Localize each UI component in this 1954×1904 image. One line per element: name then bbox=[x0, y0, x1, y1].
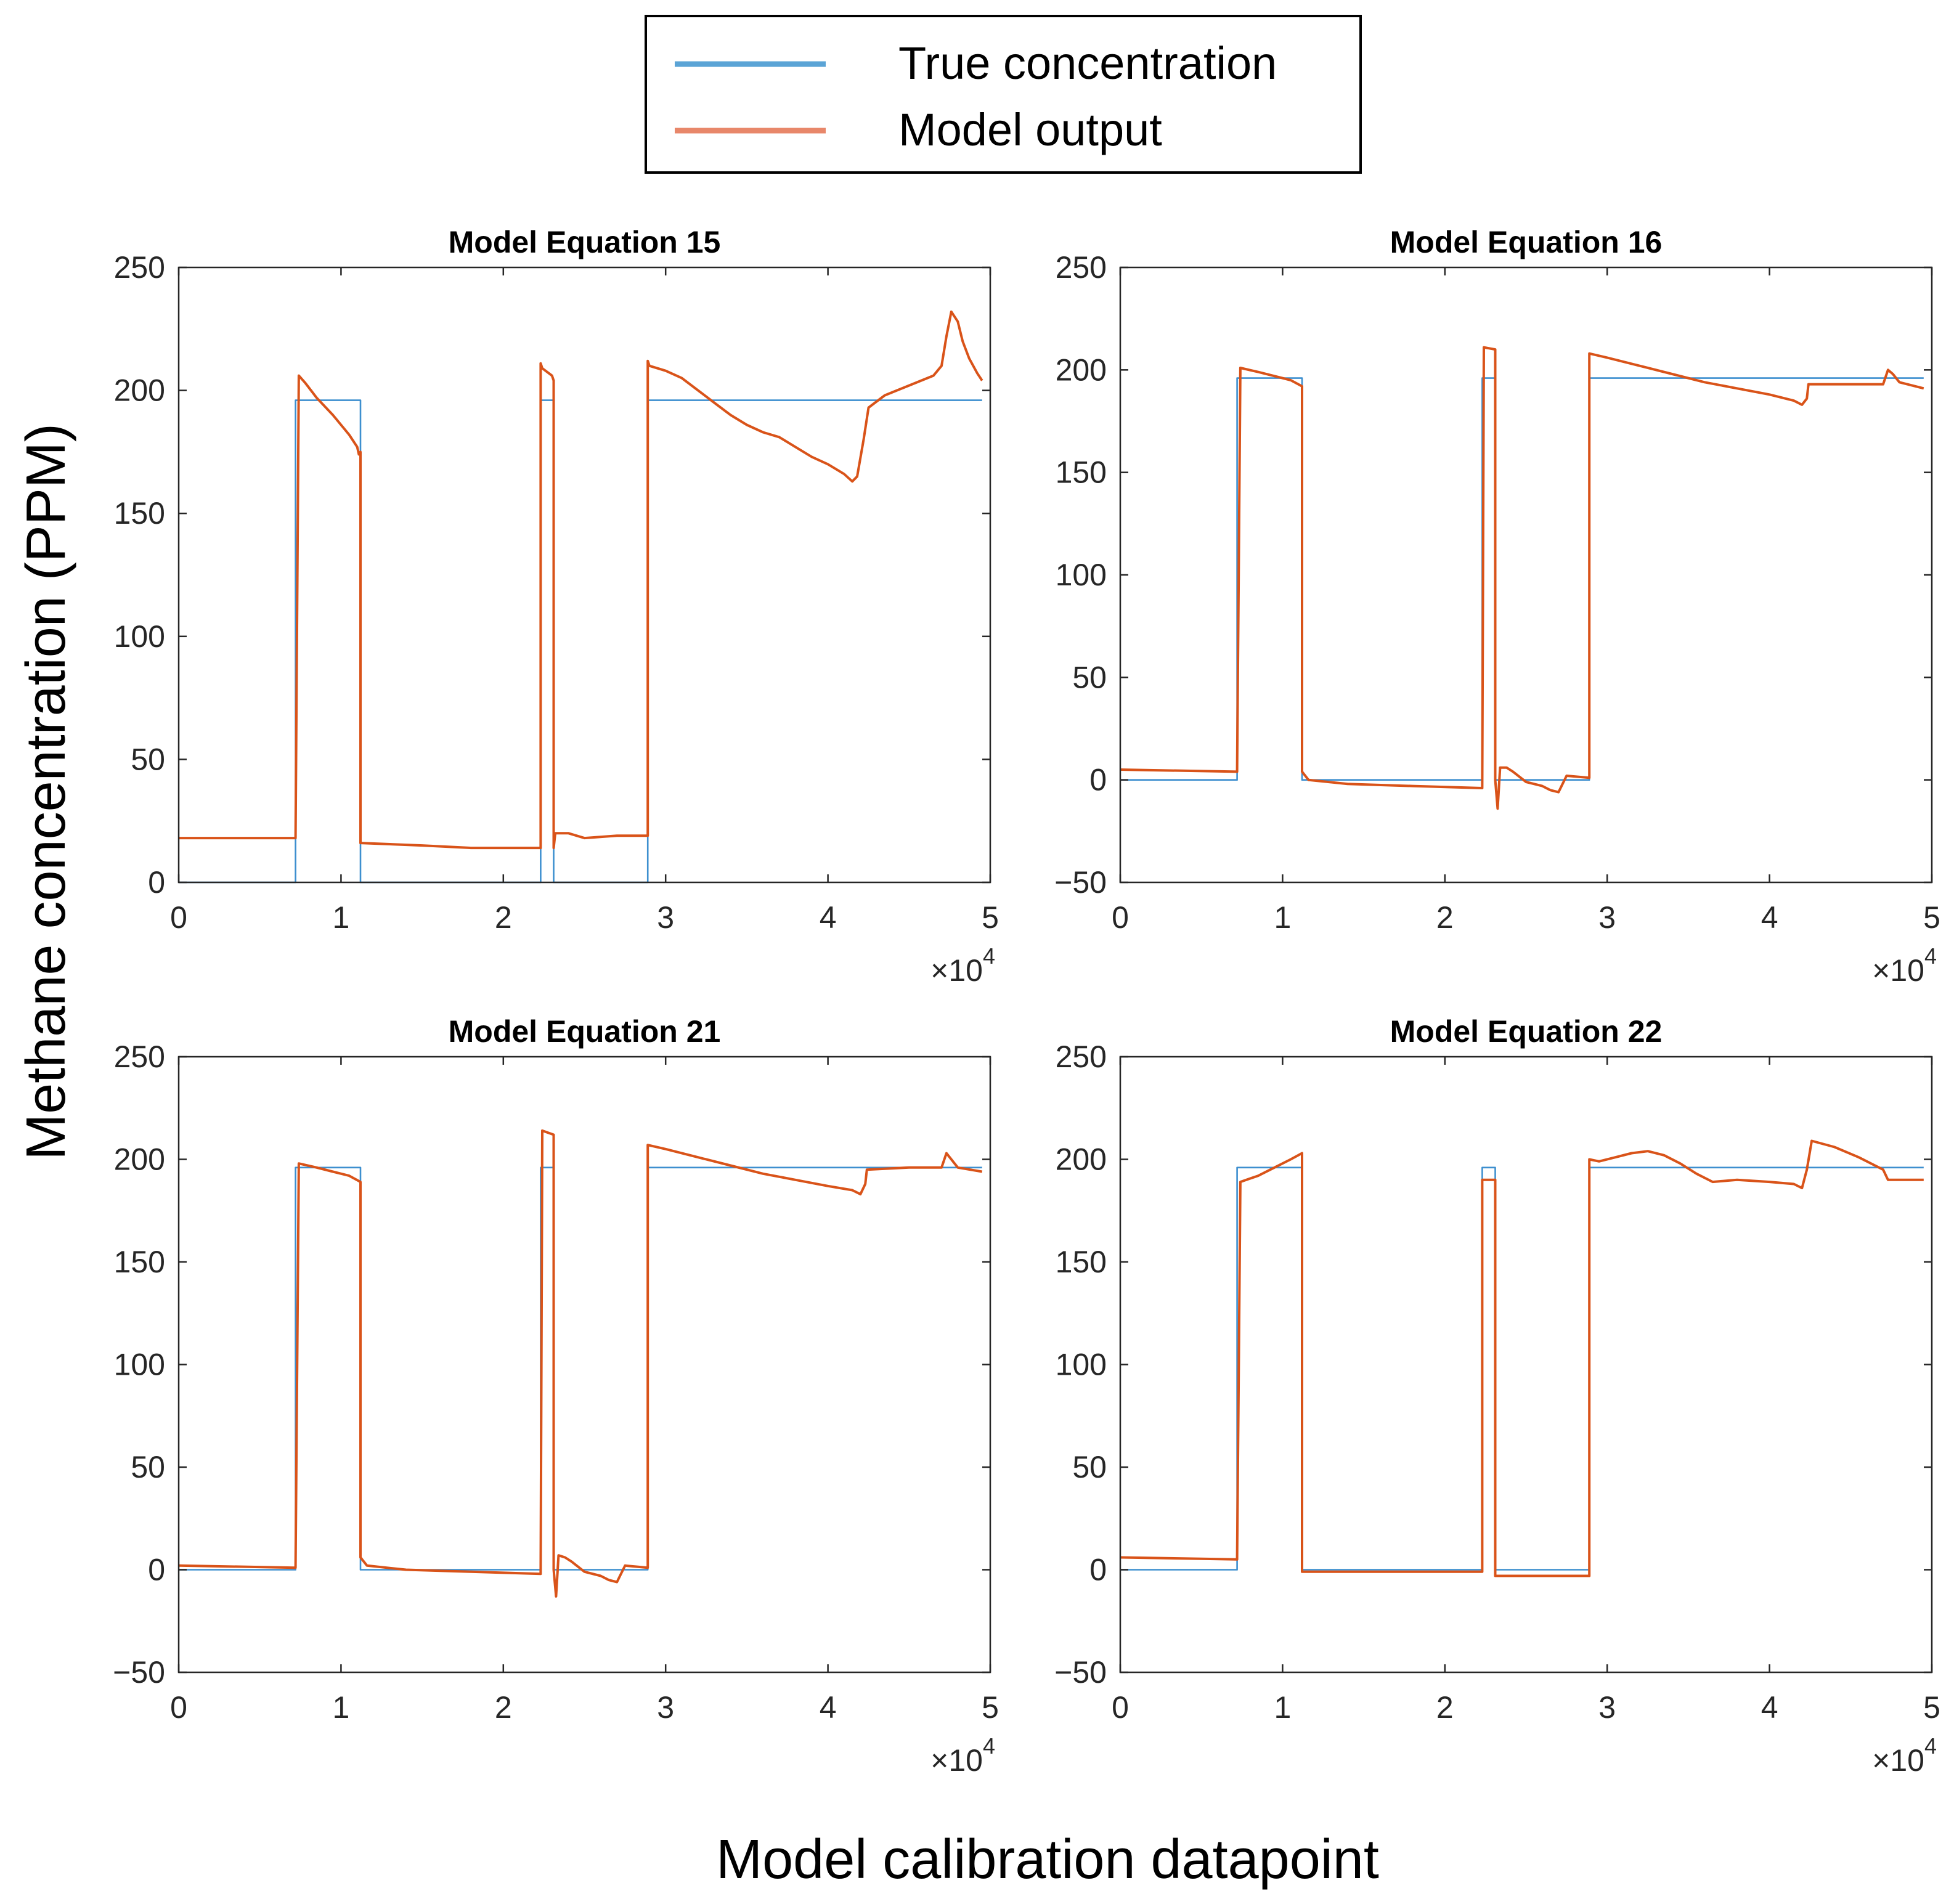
legend-box bbox=[645, 15, 1362, 174]
y-tick-label: 200 bbox=[1056, 1142, 1107, 1177]
y-tick-label: −50 bbox=[1054, 865, 1107, 900]
y-tick-label: 150 bbox=[1056, 455, 1107, 490]
x-tick-label: 0 bbox=[1112, 900, 1129, 935]
y-tick-label: −50 bbox=[1054, 1655, 1107, 1690]
x-exponent-power: 4 bbox=[1924, 1733, 1937, 1759]
y-tick-label: 250 bbox=[1056, 1039, 1107, 1074]
x-tick-label: 2 bbox=[495, 1690, 512, 1725]
series-line-model-output bbox=[178, 1129, 983, 1598]
y-tick-label: 50 bbox=[1072, 660, 1107, 694]
x-tick-label: 2 bbox=[1436, 1690, 1454, 1725]
y-tick-label: 50 bbox=[1072, 1450, 1107, 1484]
y-tick-label: 150 bbox=[114, 1245, 165, 1279]
x-tick-label: 1 bbox=[1274, 1690, 1291, 1725]
y-tick-label: 0 bbox=[148, 1553, 165, 1587]
y-tick-label: 50 bbox=[131, 1450, 165, 1484]
legend: True concentration Model output bbox=[645, 15, 1362, 174]
y-tick-label: 150 bbox=[1056, 1245, 1107, 1279]
x-tick-label: 1 bbox=[332, 900, 349, 935]
x-tick-label: 2 bbox=[1436, 900, 1454, 935]
y-tick-label: 100 bbox=[114, 619, 165, 654]
x-exponent-power: 4 bbox=[983, 943, 995, 969]
x-tick-label: 2 bbox=[495, 900, 512, 935]
x-tick-label: 0 bbox=[170, 1690, 187, 1725]
x-tick-label: 5 bbox=[1923, 1690, 1940, 1725]
chart-title: Model Equation 21 bbox=[449, 1014, 721, 1049]
chart-title: Model Equation 22 bbox=[1390, 1014, 1663, 1049]
series-line-model-output bbox=[179, 310, 983, 850]
y-tick-label: −50 bbox=[113, 1655, 165, 1690]
x-tick-label: 4 bbox=[1761, 1690, 1778, 1725]
chart-title: Model Equation 15 bbox=[449, 225, 721, 259]
x-tick-label: 5 bbox=[982, 1690, 999, 1725]
x-exponent-label: ×10 bbox=[930, 953, 983, 988]
x-tick-label: 1 bbox=[332, 1690, 349, 1725]
x-tick-label: 3 bbox=[657, 900, 674, 935]
x-exponent-power: 4 bbox=[983, 1733, 995, 1759]
x-exponent-label: ×10 bbox=[930, 1743, 983, 1778]
figure-ylabel: Methane concentration (PPM) bbox=[15, 423, 77, 1160]
x-exponent-power: 4 bbox=[1924, 943, 1937, 969]
y-tick-label: 150 bbox=[114, 496, 165, 531]
legend-label-true: True concentration bbox=[898, 38, 1277, 89]
x-tick-label: 3 bbox=[657, 1690, 674, 1725]
x-tick-label: 1 bbox=[1274, 900, 1291, 935]
y-tick-label: 100 bbox=[114, 1348, 165, 1382]
y-tick-label: 100 bbox=[1056, 1348, 1107, 1382]
x-tick-label: 0 bbox=[1112, 1690, 1129, 1725]
y-tick-label: 100 bbox=[1056, 558, 1107, 592]
y-tick-label: 0 bbox=[1089, 1553, 1107, 1587]
chart-title: Model Equation 16 bbox=[1390, 225, 1663, 259]
x-tick-label: 5 bbox=[1923, 900, 1940, 935]
series-line-model-output bbox=[1120, 346, 1924, 810]
x-tick-label: 5 bbox=[982, 900, 999, 935]
y-tick-label: 200 bbox=[1056, 352, 1107, 387]
x-tick-label: 3 bbox=[1598, 900, 1616, 935]
y-tick-label: 0 bbox=[1089, 763, 1107, 797]
y-tick-label: 0 bbox=[148, 865, 165, 900]
y-tick-label: 250 bbox=[1056, 250, 1107, 285]
y-tick-label: 250 bbox=[114, 1039, 165, 1074]
y-tick-label: 200 bbox=[114, 373, 165, 408]
y-tick-label: 250 bbox=[114, 250, 165, 285]
series-line-model-output bbox=[1120, 1139, 1924, 1577]
x-tick-label: 4 bbox=[820, 900, 837, 935]
x-tick-label: 4 bbox=[820, 1690, 837, 1725]
x-exponent-label: ×10 bbox=[1872, 953, 1924, 988]
axes-box bbox=[177, 266, 991, 884]
x-exponent-label: ×10 bbox=[1872, 1743, 1924, 1778]
legend-label-model: Model output bbox=[898, 104, 1162, 155]
x-tick-label: 3 bbox=[1598, 1690, 1616, 1725]
y-tick-label: 200 bbox=[114, 1142, 165, 1177]
x-tick-label: 0 bbox=[170, 900, 187, 935]
x-tick-label: 4 bbox=[1761, 900, 1778, 935]
y-tick-label: 50 bbox=[131, 742, 165, 776]
figure-xlabel: Model calibration datapoint bbox=[716, 1829, 1379, 1890]
